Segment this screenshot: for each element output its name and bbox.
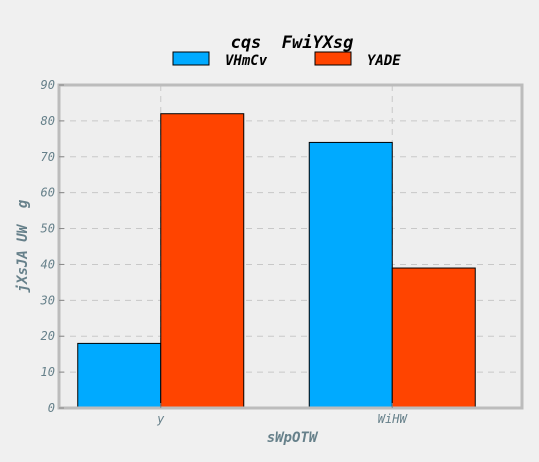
y-tick-label: 10 [41, 365, 55, 379]
bar-yade-y [160, 113, 245, 409]
legend-swatch-vhmcv [172, 51, 210, 66]
x-axis-label: sWpOTW [267, 430, 319, 446]
y-tick-label: 40 [41, 257, 55, 271]
x-tick-label: WiHW [378, 412, 409, 426]
y-tick-label: 90 [41, 78, 55, 92]
y-tick-label: 50 [41, 222, 55, 236]
bars [77, 113, 476, 409]
y-axis-ticks: 0 10 20 30 40 50 60 70 80 90 [40, 78, 64, 415]
y-tick-label: 80 [41, 114, 55, 128]
chart-title: cqs FwiYXsg [231, 33, 354, 53]
y-tick-label: 60 [41, 186, 55, 200]
legend-label-vhmcv: VHmCv [225, 53, 268, 69]
y-tick-label: 70 [41, 150, 55, 164]
y-tick-label: 30 [40, 293, 55, 307]
y-tick-label: 20 [41, 329, 55, 343]
legend-swatch-yade [314, 51, 352, 66]
y-tick-label: 0 [48, 401, 55, 415]
bar-vhmcv-y [77, 342, 162, 409]
y-axis-label: jXsJA UW g [15, 199, 31, 293]
x-tick-label: y [156, 412, 165, 426]
x-axis-ticks: y WiHW [156, 403, 408, 426]
plot-frame [57, 83, 524, 410]
legend: VHmCv YADE [172, 51, 401, 69]
bar-vhmcv-wihw [308, 141, 393, 409]
bar-yade-wihw [391, 267, 476, 409]
legend-label-yade: YADE [367, 53, 401, 69]
